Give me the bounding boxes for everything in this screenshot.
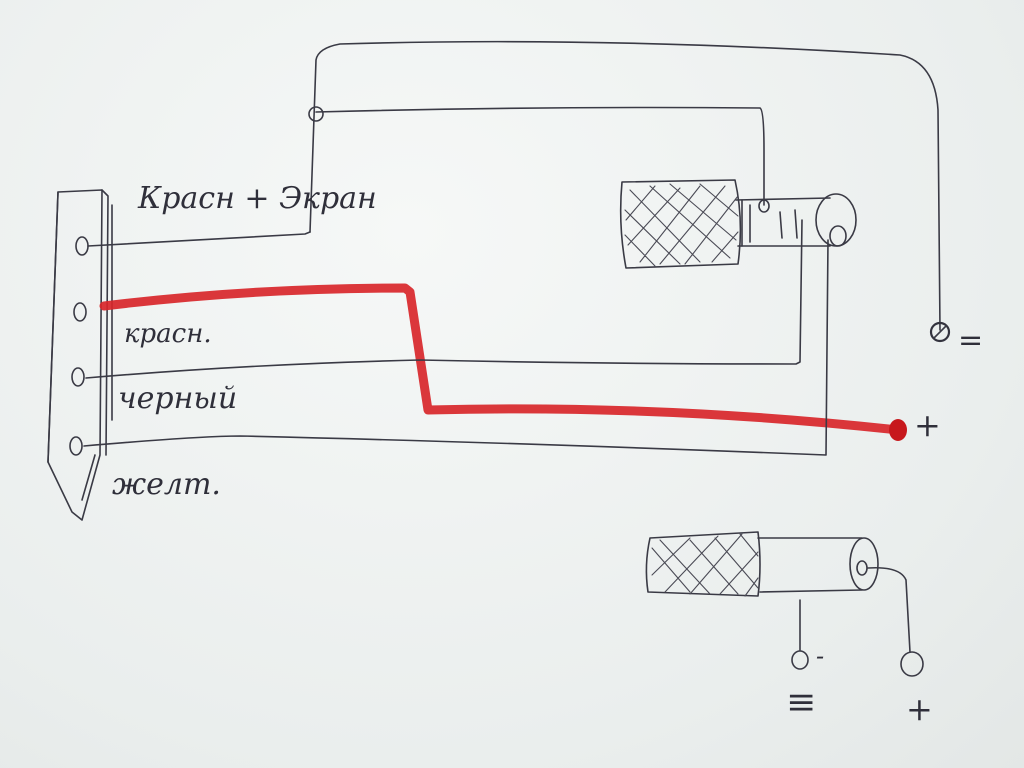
pin-1 <box>75 236 89 256</box>
pin-2 <box>73 302 87 322</box>
terminal-plus-top <box>889 419 907 441</box>
symbol-ground-bottom: ≡ <box>786 682 816 723</box>
terminal-plus-bottom <box>900 651 924 677</box>
wire-red <box>99 283 903 435</box>
wire-top-loop <box>309 40 941 331</box>
terminal-minus-top <box>929 321 951 343</box>
jack-plug-bottom <box>645 531 924 677</box>
symbol-minus-top: = <box>958 323 983 358</box>
label-red-screen: Красн + Экран <box>137 181 377 216</box>
jack-plug-top <box>619 179 857 269</box>
pin-3 <box>71 367 85 387</box>
terminal-minus-bottom <box>791 650 809 670</box>
symbol-plus-bottom: + <box>906 690 933 728</box>
label-red: красн. <box>124 319 212 349</box>
wire-yellow <box>83 239 829 456</box>
label-black: черный <box>118 381 237 416</box>
connector-block <box>47 189 113 521</box>
wire-screen-to-jack <box>315 106 765 206</box>
junction-dot <box>308 106 324 122</box>
pin-4 <box>69 436 83 456</box>
label-yellow: желт. <box>112 467 221 502</box>
symbol-minus-bottom: - <box>816 642 824 670</box>
wire-black <box>85 219 803 379</box>
wire-pin1 <box>87 231 311 247</box>
symbol-plus-top: + <box>914 406 941 444</box>
